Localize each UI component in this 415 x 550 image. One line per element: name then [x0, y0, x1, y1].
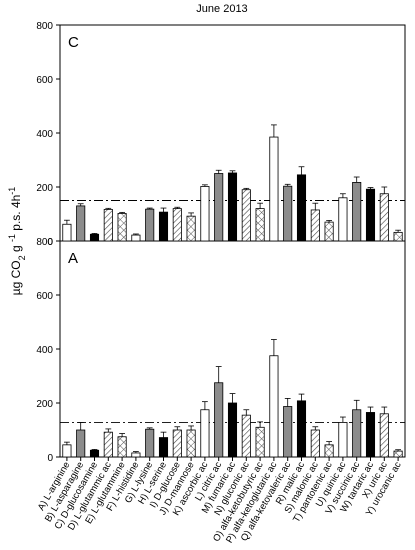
bar-c-5: [131, 234, 141, 242]
bar-c-0: [62, 223, 72, 242]
y-tick-label-a-2: 400: [36, 345, 53, 356]
y-tick-label-c-1: 200: [36, 183, 53, 194]
bar-c-11: [214, 173, 224, 242]
bar-c-15: [269, 136, 279, 242]
bar-c-7: [158, 211, 169, 242]
bar-a-19: [324, 444, 334, 458]
bar-a-7: [158, 437, 169, 458]
bar-a-11: [214, 382, 224, 458]
y-tick-label-a-0: 0: [47, 453, 53, 464]
bar-a-13: [241, 414, 251, 458]
y-axis-lower: 0 200 400 600 800: [36, 237, 60, 464]
bar-a-10: [200, 409, 210, 458]
bar-c-4: [117, 213, 127, 242]
bar-c-24: [393, 231, 403, 242]
ylabel-mid2: p.s. 4h: [9, 195, 23, 234]
y-axis-upper: 0 200 400 600 800: [36, 21, 60, 248]
bar-c-23: [379, 193, 389, 242]
bar-c-21: [352, 182, 362, 242]
bar-c-6: [145, 208, 155, 242]
bar-a-22: [365, 412, 376, 458]
bar-c-10: [200, 186, 210, 242]
bar-c-18: [310, 209, 320, 242]
bar-c-22: [365, 188, 376, 242]
y-axis-label: µg CO2 g -1 p.s. 4h-1: [7, 187, 27, 296]
chart-title: June 2013: [196, 3, 247, 15]
y-tick-label-c-0: 0: [47, 237, 53, 248]
ylabel-mid: g: [9, 242, 23, 255]
bar-c-20: [338, 197, 348, 242]
bar-a-17: [296, 400, 307, 458]
ylabel-sup1: -1: [7, 234, 17, 242]
bar-a-20: [338, 422, 348, 458]
bar-a-1: [76, 429, 86, 458]
bar-c-9: [186, 215, 196, 242]
y-tick-label-c-3: 600: [36, 75, 53, 86]
bar-c-8: [172, 208, 182, 242]
panel-a-label: A: [68, 250, 78, 267]
y-tick-label-a-1: 200: [36, 399, 53, 410]
bar-c-12: [227, 172, 238, 242]
bar-a-5: [131, 452, 141, 458]
bar-a-16: [283, 406, 293, 458]
bar-c-16: [283, 185, 293, 242]
bar-a-0: [62, 444, 72, 458]
bar-a-14: [255, 426, 265, 458]
y-tick-label-a-3: 600: [36, 291, 53, 302]
bar-a-6: [145, 428, 155, 458]
bar-a-21: [352, 409, 362, 458]
ylabel-sub: 2: [17, 255, 27, 260]
bar-a-3: [103, 431, 113, 458]
bar-a-8: [172, 429, 182, 458]
bar-c-2: [89, 233, 100, 242]
bar-c-1: [76, 205, 86, 242]
panel-a: A: [60, 250, 405, 458]
panel-c-label: C: [68, 34, 79, 51]
bar-c-3: [103, 209, 113, 242]
bar-c-14: [255, 208, 265, 242]
bar-c-13: [241, 189, 251, 242]
ylabel-main: µg CO: [9, 260, 23, 295]
bar-a-12: [227, 402, 238, 458]
bar-a-24: [393, 450, 403, 458]
y-tick-label-c-4: 800: [36, 21, 53, 32]
bar-a-9: [186, 429, 196, 458]
y-tick-label-c-2: 400: [36, 129, 53, 140]
bar-c-17: [296, 174, 307, 242]
panel-c: C: [60, 34, 405, 242]
bar-a-23: [379, 413, 389, 458]
bar-a-4: [117, 436, 127, 458]
bar-a-15: [269, 355, 279, 458]
bar-c-19: [324, 221, 334, 242]
ylabel-sup2: -1: [7, 187, 17, 195]
bar-a-2: [89, 449, 100, 458]
y-tick-label-a-4: 800: [36, 237, 53, 248]
bar-a-18: [310, 429, 320, 458]
